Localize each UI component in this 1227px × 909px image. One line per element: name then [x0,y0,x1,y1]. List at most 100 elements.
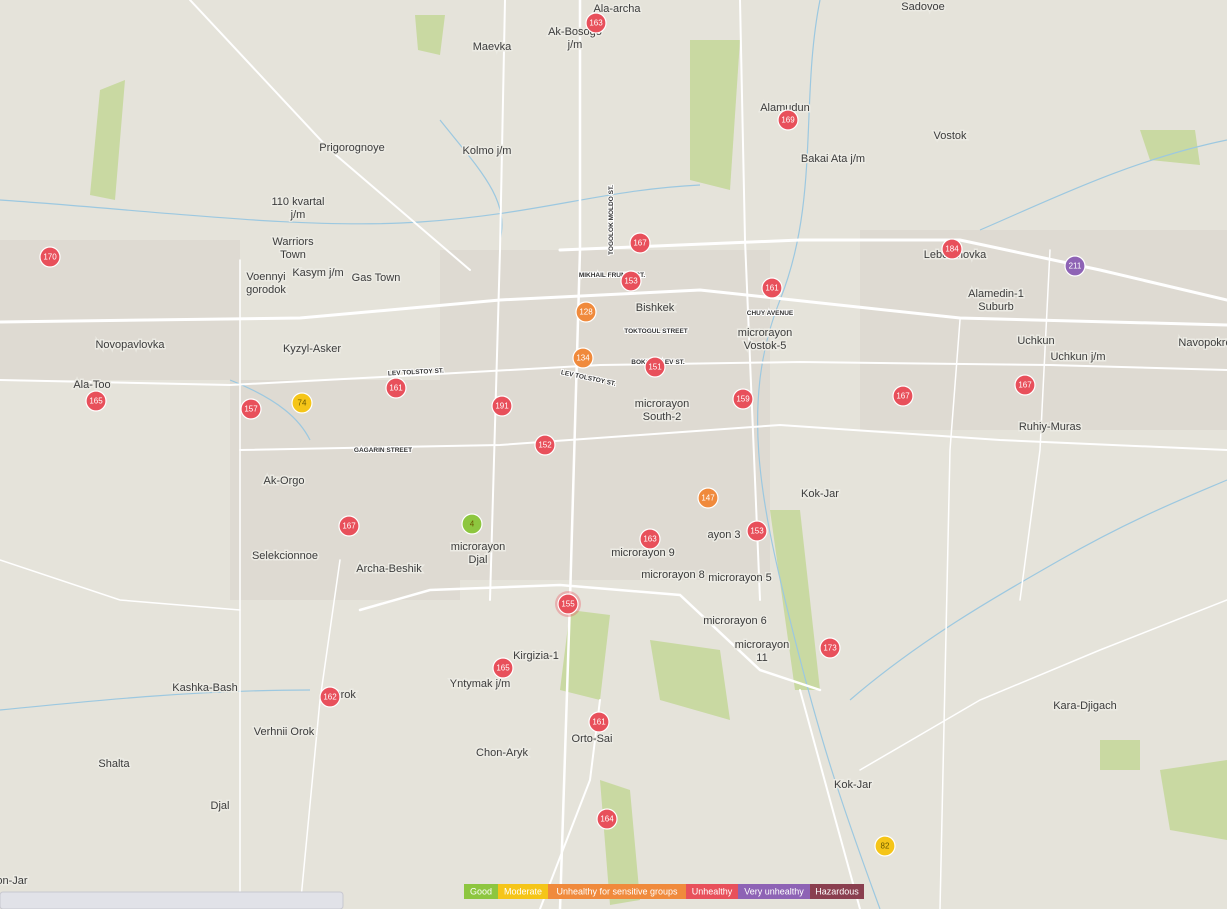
aqi-value: 161 [389,384,403,393]
river [439,119,503,241]
aqi-marker [240,398,262,420]
aqi-marker [385,377,407,399]
aqi-marker [572,347,594,369]
aqi-value: 82 [881,842,890,851]
street-label: LEV TOLSTOY ST. [388,368,444,378]
place-label: Kolmo j/m [463,145,512,157]
place-label: microrayon 5 [708,572,772,584]
place-label: Ruhiy-Muras [1019,421,1082,433]
road [0,360,1227,387]
place-label: Novopavlovka [95,339,165,351]
aqi-value: 128 [579,308,593,317]
aqi-marker [644,356,666,378]
place-label: Sadovoe [901,1,944,13]
aqi-markers: 163 169 167 184 153 211 161 170 128 134 151 161 165 1… [39,12,1086,857]
legend-swatch [498,884,548,899]
river [0,689,311,711]
place-label: Uchkun [1017,335,1054,347]
aqi-value: 165 [496,664,510,673]
place-label: 110 kvartal j/m [272,196,325,221]
place-label: Bishkek [636,302,675,314]
road [489,0,506,601]
place-label: microrayon 8 [641,569,705,581]
street-label: CHUY AVENUE [747,310,794,317]
aqi-value: 134 [576,354,590,363]
road [799,689,861,909]
place-label: Bakai Ata j/m [801,153,865,165]
river [229,379,311,441]
aqi-value: 74 [298,399,307,408]
park [90,80,125,200]
river [0,184,701,225]
legend-swatch [548,884,686,899]
place-label: microrayon 9 [611,547,675,559]
aqi-marker [461,513,483,535]
legend-swatch [686,884,738,899]
place-label: Gas Town [352,272,401,284]
place-label: Orto-Sai [572,733,613,745]
place-label: Yntymak j/m [450,678,511,690]
place-label: Uchkun j/m [1050,351,1105,363]
parks [90,15,1227,905]
place-label: Chon-Aryk [476,747,528,759]
aqi-marker [892,385,914,407]
place-label: microrayon Vostok-5 [738,327,792,352]
place-label: Maevka [473,41,512,53]
bottom-panel [0,891,344,909]
park [560,610,610,700]
aqi-marker [585,12,607,34]
park [1160,760,1227,840]
aqi-value: 152 [538,441,552,450]
aqi-marker [620,270,642,292]
aqi-value: 161 [592,718,606,727]
aqi-value: 169 [781,116,795,125]
place-label: Navopokro [1178,337,1227,349]
place-label: Kirgizia-1 [513,650,559,662]
aqi-value: 155 [561,600,575,609]
aqi-value: 167 [1018,381,1032,390]
aqi-value: 167 [633,239,647,248]
legend-swatch [810,884,864,899]
aqi-value: 157 [244,405,258,414]
place-label: Djal [211,800,230,812]
park [770,510,820,690]
place-label: microrayon Djal [451,541,505,566]
park [1100,740,1140,770]
street-label: MIKHAIL FRUNZE ST. [579,272,646,279]
street-label: TOGOLOK MOLDO ST. [608,185,615,255]
aqi-marker [777,109,799,131]
aqi-value: 4 [470,520,475,529]
place-label: Kyzyl-Asker [283,343,341,355]
aqi-marker [761,277,783,299]
legend-label: Very unhealthy [744,887,804,897]
place-label: Warriors Town [272,236,314,261]
place-label: Kasym j/m [292,267,343,279]
legend-label: Unhealthy for sensitive groups [556,887,678,897]
aqi-marker [1064,255,1086,277]
aqi-marker [697,487,719,509]
legend-label: Good [470,887,492,897]
place-label: Alamudun [760,102,810,114]
aqi-marker [291,392,313,414]
aqi-marker [596,808,618,830]
place-label: Alamedin-1 Suburb [968,288,1024,313]
aqi-marker [874,835,896,857]
aqi-marker [588,711,610,733]
place-label: Shalta [98,758,130,770]
aqi-marker [746,520,768,542]
aqi-value: 167 [342,522,356,531]
aqi-marker [941,238,963,260]
legend-label: Moderate [504,887,542,897]
place-label: microrayon South-2 [635,398,689,423]
park [690,40,740,190]
river [979,139,1227,231]
road [739,0,761,601]
aqi-value: 163 [589,19,603,28]
aqi-value: 184 [945,245,959,254]
urban-area [0,240,240,380]
aqi-marker [492,657,514,679]
park [415,15,445,55]
